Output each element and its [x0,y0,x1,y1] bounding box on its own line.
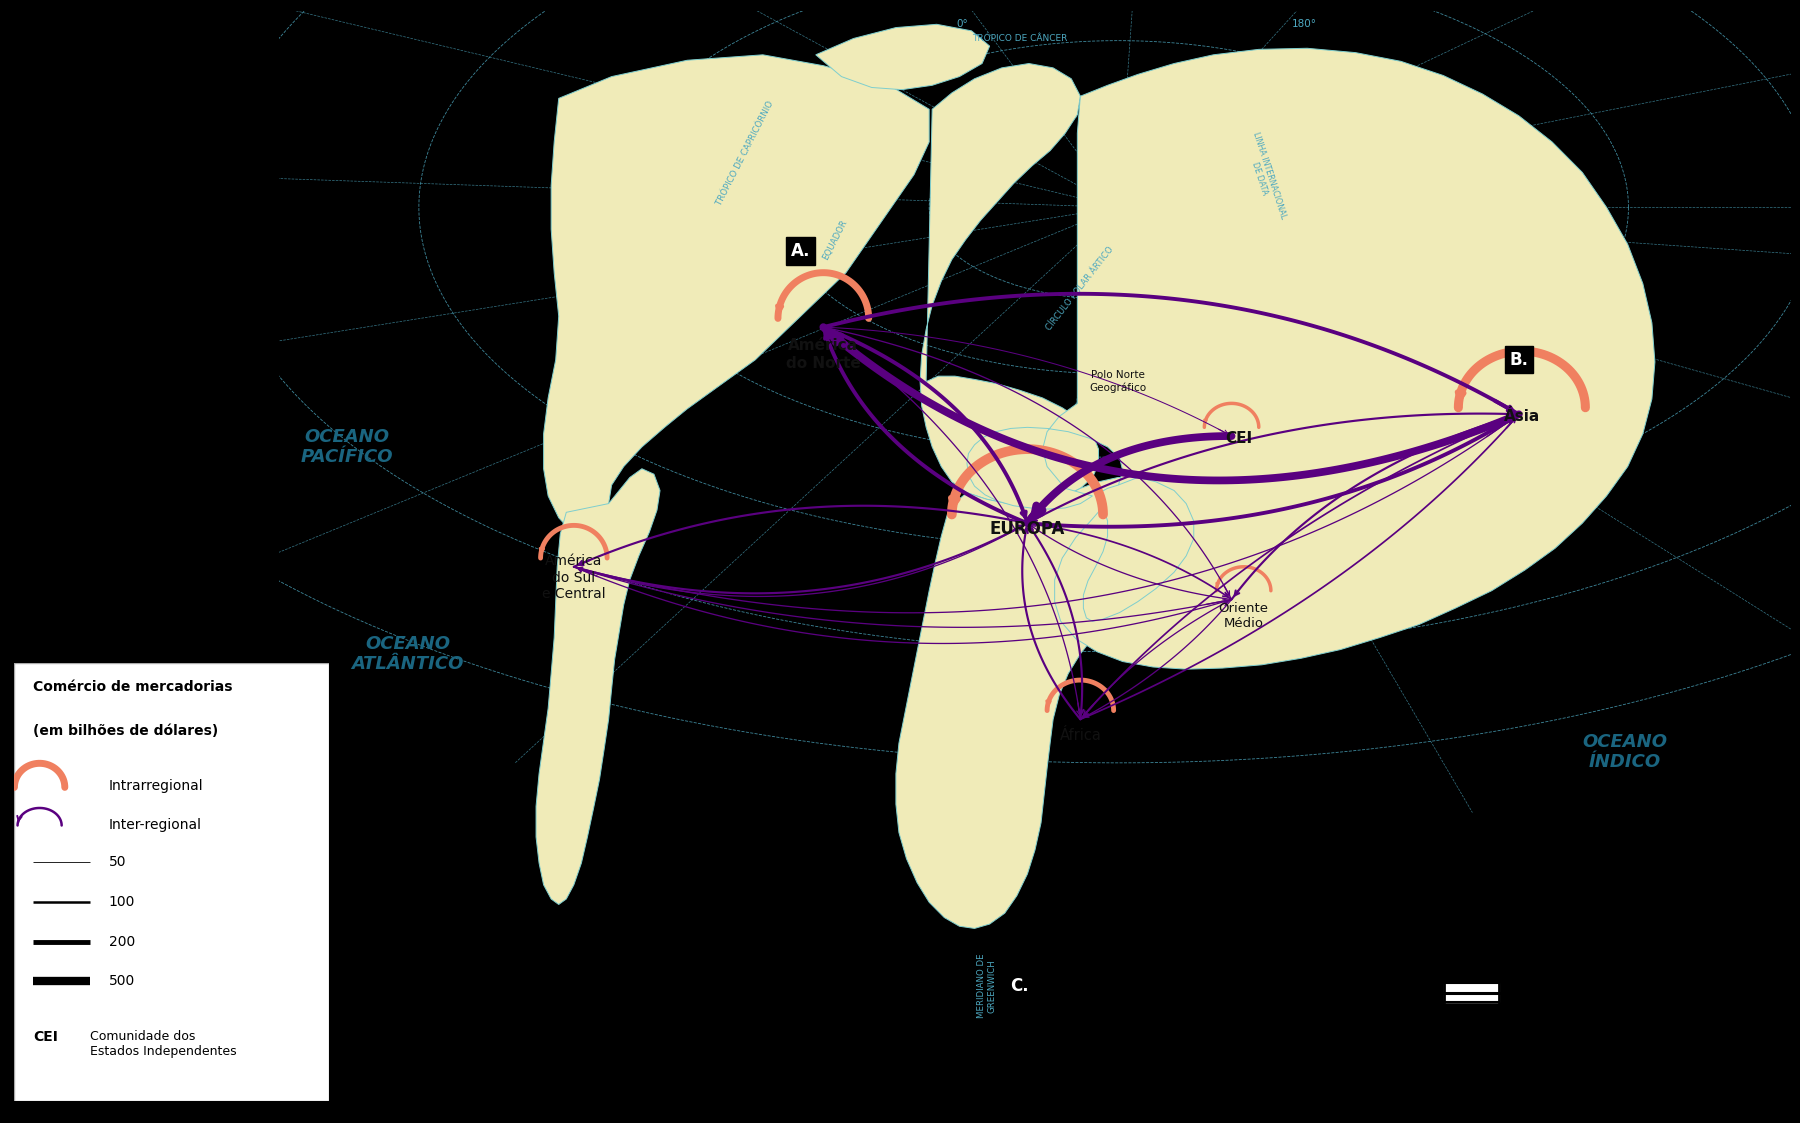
Polygon shape [967,48,1654,669]
Text: Inter-regional: Inter-regional [110,818,202,832]
Text: TRÓPICO DE CAPRICÓRNIO: TRÓPICO DE CAPRICÓRNIO [715,99,776,207]
Text: MERIDIANO DE
GREENWICH: MERIDIANO DE GREENWICH [977,953,997,1019]
Text: África: África [1060,728,1102,743]
Text: 180°: 180° [1292,19,1316,29]
Text: América
do Sul
e Central: América do Sul e Central [542,555,605,601]
Text: América
do Norte: América do Norte [787,338,860,371]
Text: 0°: 0° [956,19,968,29]
Text: A.: A. [790,241,810,259]
Text: OCEANO
ATLÂNTICO: OCEANO ATLÂNTICO [351,634,464,674]
Text: CEI: CEI [32,1031,58,1044]
Text: TRÓPICO DE CÂNCER: TRÓPICO DE CÂNCER [972,34,1067,43]
Text: Polo Norte
Geográfico: Polo Norte Geográfico [1089,371,1147,393]
Text: 2 400: 2 400 [1427,1012,1460,1024]
Text: B.: B. [1510,350,1528,368]
Text: 500: 500 [110,975,135,988]
Polygon shape [920,64,1098,503]
Text: CÍRCULO POLAR ÁRTICO: CÍRCULO POLAR ÁRTICO [1044,245,1116,332]
Polygon shape [896,477,1183,929]
Text: 200: 200 [110,934,135,949]
Text: CEI: CEI [1226,431,1253,446]
Text: OCEANO
PACÍFICO: OCEANO PACÍFICO [301,428,392,466]
Polygon shape [544,55,929,539]
Text: 50: 50 [110,855,126,869]
Text: Oriente
Médio: Oriente Médio [1219,602,1269,630]
Text: (em bilhões de dólares): (em bilhões de dólares) [32,724,218,738]
Polygon shape [1084,477,1193,621]
Text: EUROPA: EUROPA [990,520,1066,538]
Text: Comércio de mercadorias: Comércio de mercadorias [32,681,232,694]
Polygon shape [815,25,990,90]
Text: LINHA INTERNACIONAL
DE DATA: LINHA INTERNACIONAL DE DATA [1242,130,1289,223]
Text: 100: 100 [110,895,135,909]
Text: 0: 0 [1379,1012,1386,1024]
Text: C.: C. [1010,977,1030,995]
Text: 4 800 km: 4 800 km [1498,1012,1553,1024]
Text: Ásia: Ásia [1503,409,1541,424]
Text: Escala aproximada na
linha do Equador: Escala aproximada na linha do Equador [1386,1035,1505,1057]
Text: Intrarregional: Intrarregional [110,779,203,793]
Text: EQUADOR: EQUADOR [821,218,850,262]
Text: OCEANO
ÍNDICO: OCEANO ÍNDICO [1582,732,1667,772]
Text: Comunidade dos
Estados Independentes: Comunidade dos Estados Independentes [90,1031,236,1059]
Polygon shape [536,468,661,904]
